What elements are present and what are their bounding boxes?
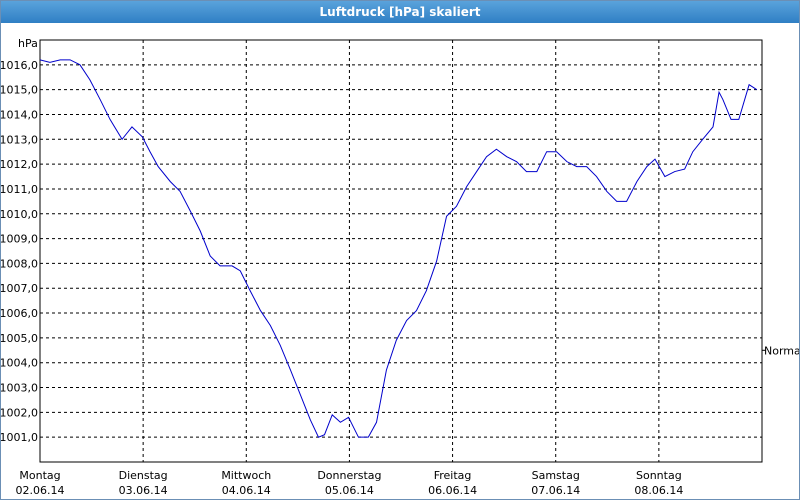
y-tick-label: 1005,0 [1,332,38,345]
x-tick-label: Mittwoch [221,469,271,482]
x-tick-label: Donnerstag [317,469,381,482]
y-tick-label: 1016,0 [1,59,38,72]
y-tick-label: 1015,0 [1,84,38,97]
x-tick-date: 03.06.14 [119,484,168,497]
y-tick-label: 1002,0 [1,406,38,419]
y-tick-label: 1012,0 [1,158,38,171]
x-tick-date: 04.06.14 [222,484,271,497]
y-tick-label: 1010,0 [1,208,38,221]
y-tick-label: 1014,0 [1,108,38,121]
x-tick-date: 08.06.14 [634,484,683,497]
x-tick-date: 02.06.14 [16,484,65,497]
x-tick-label: Montag [19,469,60,482]
y-tick-label: 1009,0 [1,233,38,246]
x-tick-label: Freitag [434,469,472,482]
x-tick-label: Samstag [532,469,580,482]
y-tick-label: 1006,0 [1,307,38,320]
title-bar: Luftdruck [hPa] skaliert [1,1,799,23]
x-tick-date: 06.06.14 [428,484,477,497]
data-line [39,59,758,438]
x-tick-label: Dienstag [119,469,168,482]
y-tick-label: 1007,0 [1,282,38,295]
x-tick-date: 05.06.14 [325,484,374,497]
chart: hPa 1001,0 1002,0 1003,0 1004,0 1005,0 1006,0… [0,37,800,497]
plot-area [39,39,763,463]
reference-label: Normal [764,344,799,357]
y-tick-label: 1003,0 [1,382,38,395]
y-tick-label: 1004,0 [1,357,38,370]
x-tick-date: 07.06.14 [531,484,580,497]
y-tick-label: 1001,0 [1,431,38,444]
y-tick-label: 1011,0 [1,183,38,196]
y-tick-label: 1013,0 [1,133,38,146]
x-tick-label: Sonntag [636,469,682,482]
y-unit: hPa [18,37,38,50]
y-tick-label: 1008,0 [1,257,38,270]
